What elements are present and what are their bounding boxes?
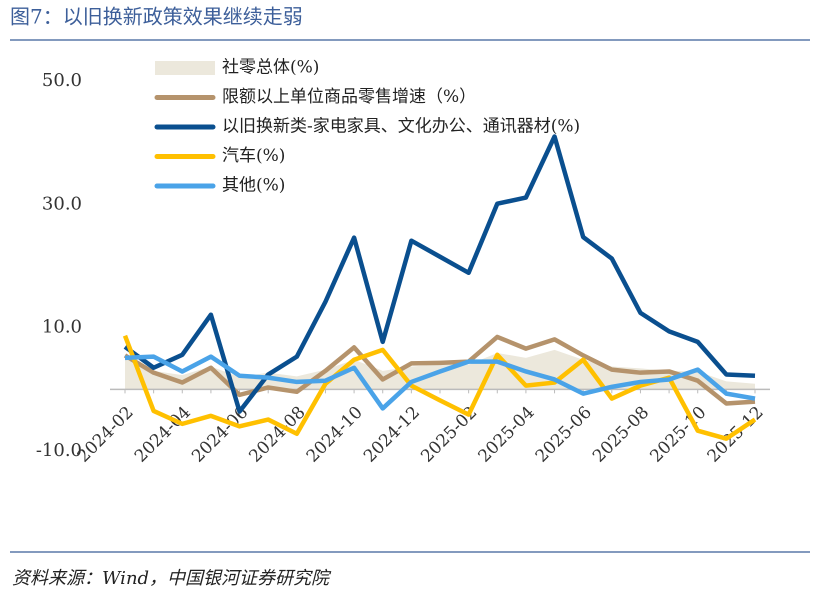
line [124, 354, 756, 411]
x-tick-label: 2025-04 [475, 403, 539, 467]
x-tick-label: 2024-06 [188, 403, 252, 467]
x-tick-label: 2024-04 [131, 403, 195, 467]
x-tick-label: 2025-08 [589, 403, 653, 467]
legend-label: 汽车(%) [222, 146, 285, 166]
x-tick-label: 2024-10 [303, 403, 367, 467]
x-tick-label: 2024-12 [360, 403, 424, 467]
legend-label: 限额以上单位商品零售增速（%） [222, 87, 476, 107]
chart-title: 图7：以旧换新政策效果继续走弱 [10, 5, 303, 29]
y-tick-label: 30.0 [42, 193, 82, 214]
legend-label: 其他(%) [222, 176, 285, 196]
y-tick-label: 10.0 [42, 317, 82, 338]
legend-label: 以旧换新类-家电家具、文化办公、通讯器材(%) [222, 117, 580, 137]
line [123, 134, 756, 414]
x-tick-label: 2025-06 [532, 403, 596, 467]
legend-swatch [155, 61, 215, 75]
y-tick-label: 50.0 [42, 70, 82, 91]
x-tick-label: 2025-10 [646, 403, 710, 467]
x-tick-label: 2024-02 [74, 403, 138, 467]
x-tick-label: 2024-08 [245, 403, 309, 467]
legend-label: 社零总体(%) [222, 58, 319, 78]
y-tick-label: -10.0 [36, 440, 82, 461]
source-note: 资料来源：Wind，中国银河证券研究院 [12, 568, 332, 589]
